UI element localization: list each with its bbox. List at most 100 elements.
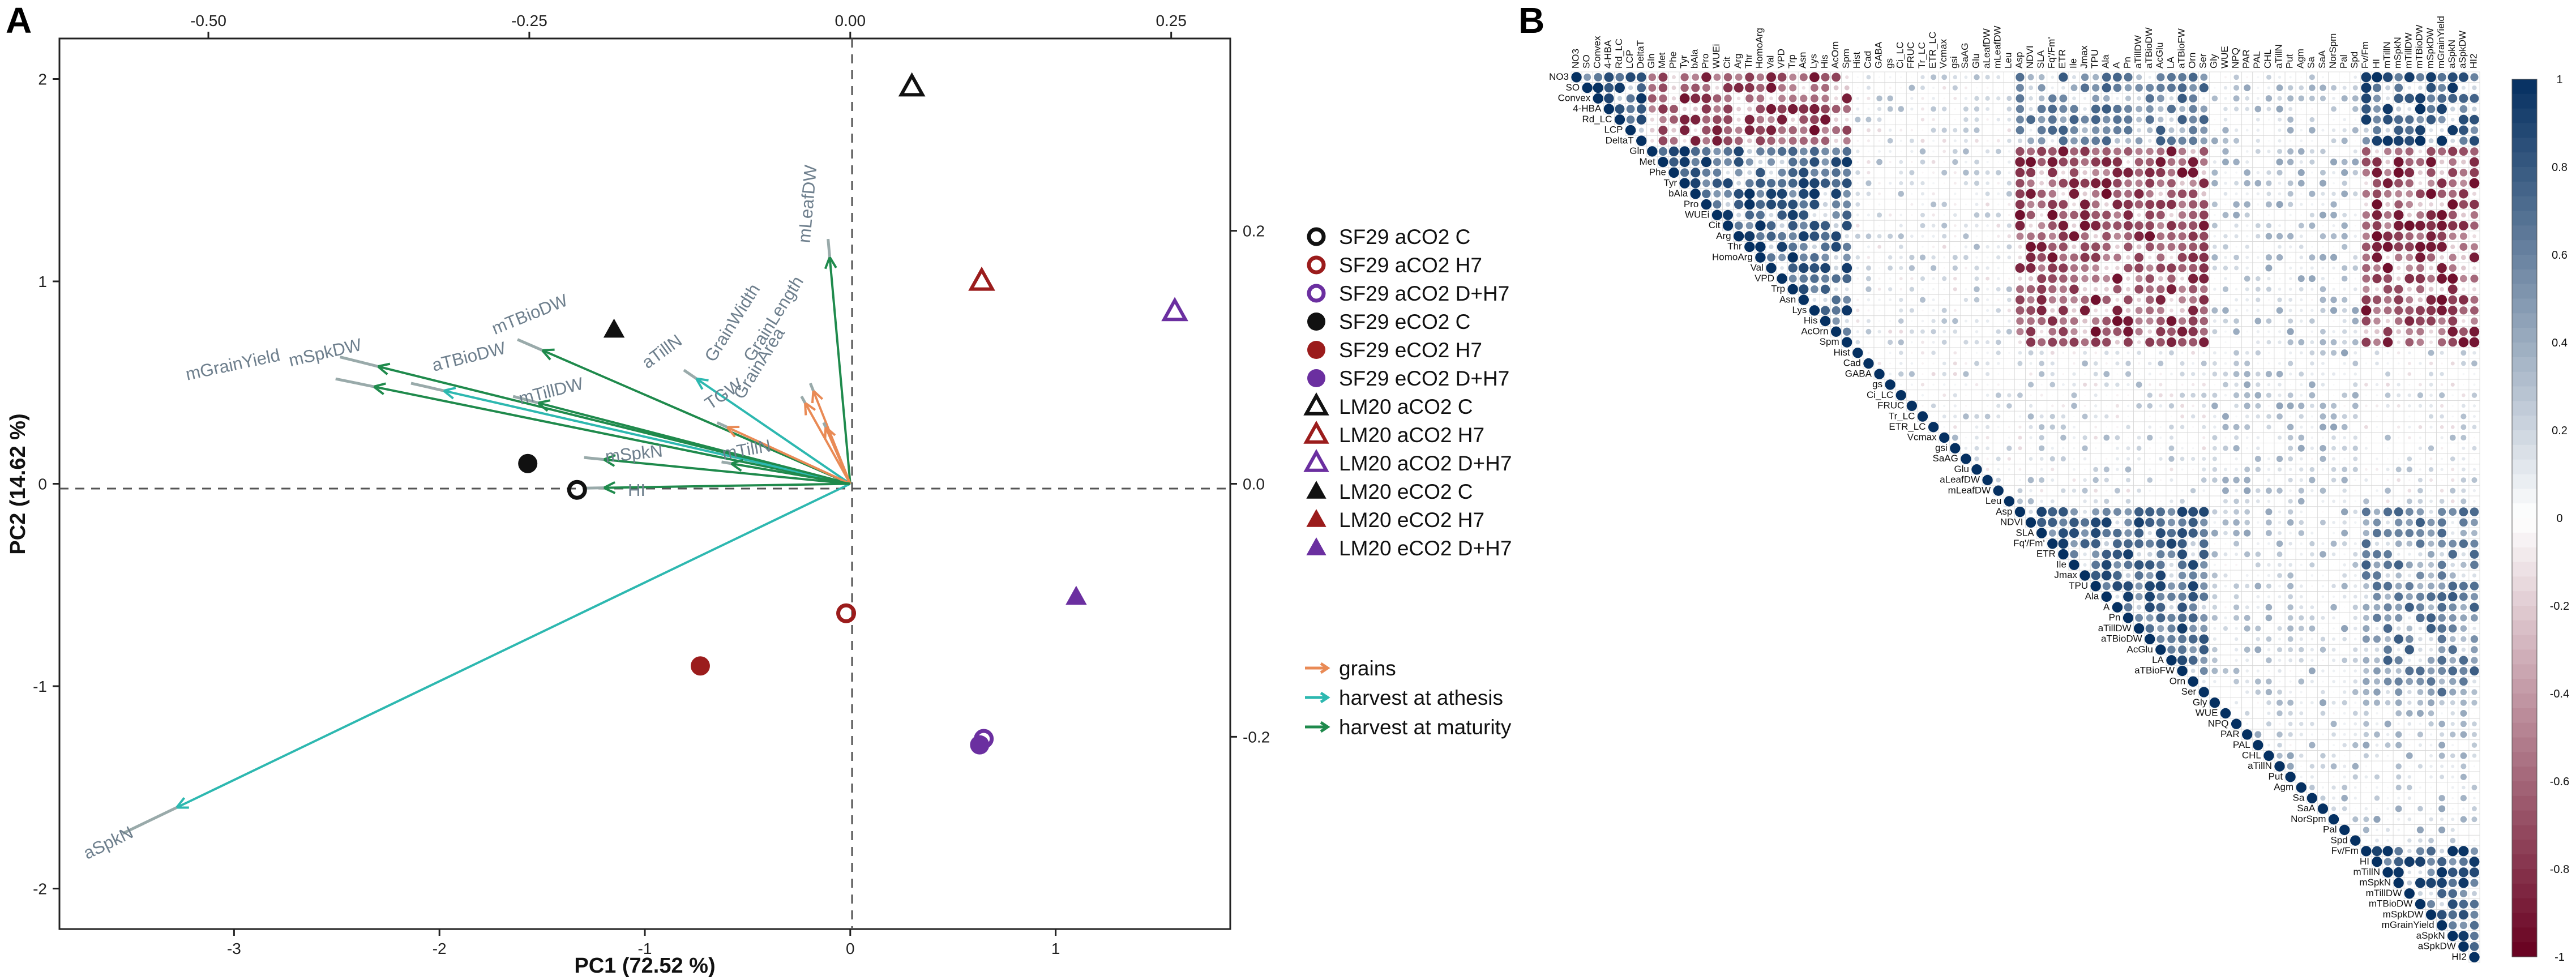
corr-circle (1986, 298, 1989, 302)
corr-circle (2419, 373, 2421, 375)
corr-circle (2268, 436, 2270, 439)
corr-circle (2372, 221, 2382, 230)
corr-circle (2437, 305, 2447, 316)
corr-circle (1911, 225, 1912, 226)
corr-circle (1671, 127, 1676, 133)
corr-circle (1821, 84, 1830, 92)
corr-circle (2212, 446, 2217, 451)
corr-circle (1693, 128, 1697, 132)
corr-circle (2372, 179, 2382, 188)
corr-circle (2070, 211, 2078, 220)
corr-circle (2178, 221, 2187, 230)
corr-circle (2268, 310, 2270, 311)
corr-circle (2427, 316, 2436, 326)
corr-circle (1777, 210, 1787, 220)
corr-circle (1930, 265, 1937, 271)
corr-circle (1965, 394, 1967, 396)
corr-circle (2102, 83, 2111, 93)
corr-circle (2213, 245, 2217, 249)
corr-circle (1799, 253, 1808, 262)
corr-circle (1943, 267, 1945, 269)
corr-circle (1735, 73, 1743, 81)
corr-circle (2373, 317, 2381, 325)
corr-circle (2015, 189, 2025, 199)
corr-circle (2246, 447, 2249, 450)
corr-circle (2214, 76, 2215, 78)
corr-circle (2321, 372, 2325, 376)
corr-circle (2072, 223, 2077, 228)
corr-circle (2278, 330, 2282, 333)
corr-circle (2059, 211, 2068, 219)
corr-circle (1889, 119, 1891, 121)
corr-circle (1856, 330, 1860, 333)
corr-circle (1834, 139, 1838, 143)
corr-circle (2426, 72, 2436, 83)
corr-circle (1898, 371, 1904, 377)
corr-circle (2461, 424, 2467, 430)
x-axis-title: PC1 (72.52 %) (574, 954, 715, 978)
corr-circle (1798, 294, 1809, 305)
corr-circle (1986, 372, 1990, 376)
corr-circle (2169, 435, 2174, 440)
corr-circle (2166, 316, 2177, 326)
corr-circle (2429, 371, 2434, 376)
corr-circle (2256, 330, 2260, 333)
corr-circle (2472, 106, 2477, 112)
corr-circle (2028, 85, 2034, 91)
corr-circle (2201, 191, 2207, 196)
corr-circle (2405, 179, 2414, 187)
corr-circle (2428, 414, 2434, 419)
corr-circle (1582, 82, 1593, 93)
corr-circle (2082, 170, 2087, 176)
corr-circle (2199, 242, 2209, 252)
corr-circle (1910, 234, 1914, 238)
corr-circle (1724, 95, 1732, 102)
corr-circle (2070, 296, 2078, 303)
corr-circle (2419, 352, 2421, 354)
corr-circle (1831, 157, 1841, 167)
corr-circle (1745, 83, 1755, 93)
corr-circle (1943, 426, 1946, 429)
corr-circle (1986, 436, 1989, 440)
corr-circle (2342, 319, 2347, 323)
corr-circle (2416, 285, 2424, 293)
corr-circle (1769, 244, 1774, 250)
corr-circle (1932, 288, 1935, 290)
corr-circle (2127, 415, 2129, 418)
corr-circle (2333, 76, 2334, 78)
corr-circle (1899, 170, 1903, 175)
corr-circle (1876, 95, 1882, 102)
corr-circle (1834, 117, 1839, 122)
corr-circle (2079, 220, 2090, 231)
corr-circle (2450, 382, 2455, 387)
corr-circle (2310, 415, 2313, 418)
corr-circle (1900, 87, 1902, 89)
corr-circle (2123, 221, 2133, 230)
corr-circle (2353, 329, 2357, 334)
corr-circle (2407, 362, 2411, 365)
corr-circle (2429, 329, 2433, 334)
corr-circle (2233, 211, 2240, 219)
corr-circle (2265, 254, 2272, 261)
corr-circle (2353, 435, 2358, 440)
corr-circle (1878, 182, 1881, 185)
corr-circle (2343, 288, 2346, 291)
corr-circle (2201, 170, 2206, 176)
corr-circle (2018, 435, 2022, 440)
corr-circle (2223, 266, 2228, 271)
corr-circle (2223, 382, 2228, 388)
corr-circle (1745, 179, 1754, 187)
corr-circle (1744, 125, 1755, 135)
corr-circle (2393, 157, 2404, 167)
corr-circle (2222, 148, 2229, 155)
corr-circle (2244, 201, 2250, 208)
corr-circle (2082, 329, 2087, 334)
corr-circle (1941, 106, 1947, 112)
corr-circle (2039, 181, 2044, 186)
corr-circle (1821, 168, 1830, 177)
corr-circle (2394, 200, 2403, 209)
sample-point (567, 480, 587, 500)
corr-circle (1778, 84, 1786, 92)
corr-circle (1878, 267, 1881, 269)
corr-circle (2016, 105, 2025, 113)
